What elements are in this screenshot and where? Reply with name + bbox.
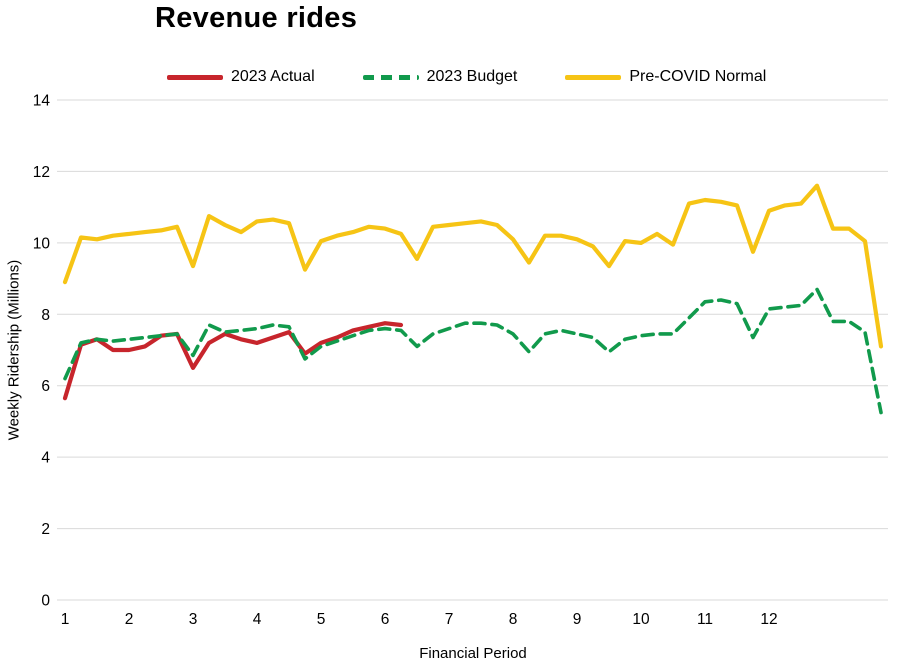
x-tick-label: 12 (760, 611, 777, 628)
legend-item-2023-budget: 2023 Budget (362, 68, 518, 86)
y-tick-label: 0 (41, 593, 50, 610)
x-tick-label: 11 (697, 611, 713, 628)
x-tick-label: 7 (445, 611, 454, 628)
series-line-2023-actual (62, 321, 404, 401)
legend-item-pre-covid-normal: Pre-COVID Normal (565, 68, 766, 86)
x-tick-label: 10 (632, 611, 650, 628)
legend-label: 2023 Actual (231, 68, 315, 85)
x-tick-label: 4 (253, 611, 262, 628)
x-tick-label: 1 (61, 611, 70, 628)
chart-legend: 2023 Actual 2023 Budget Pre-COVID Normal (167, 68, 766, 86)
x-tick-label: 3 (189, 611, 198, 628)
x-tick-label: 5 (317, 611, 326, 628)
y-tick-label: 4 (41, 450, 50, 467)
legend-label: Pre-COVID Normal (629, 68, 767, 85)
y-tick-label: 14 (33, 93, 51, 110)
y-tick-label: 2 (41, 521, 50, 538)
legend-swatch-green-dashed (362, 74, 419, 80)
legend-swatch-yellow-solid (565, 74, 622, 80)
y-tick-label: 8 (41, 307, 50, 324)
legend-swatch-red-solid (167, 74, 223, 80)
legend-label: 2023 Budget (426, 68, 518, 85)
series-line-pre-covid-normal (62, 183, 884, 349)
x-tick-label: 9 (573, 611, 582, 628)
chart-title: Revenue rides (155, 2, 358, 34)
y-tick-label: 10 (33, 235, 51, 252)
y-tick-label: 6 (41, 378, 50, 395)
x-tick-label: 2 (125, 611, 134, 628)
x-tick-label: 6 (381, 611, 390, 628)
x-tick-label: 8 (509, 611, 518, 628)
series-line-2023-budget (63, 287, 883, 415)
y-tick-label: 12 (33, 164, 50, 181)
x-axis-label: Financial Period (419, 645, 527, 662)
legend-item-2023-actual: 2023 Actual (167, 68, 315, 86)
